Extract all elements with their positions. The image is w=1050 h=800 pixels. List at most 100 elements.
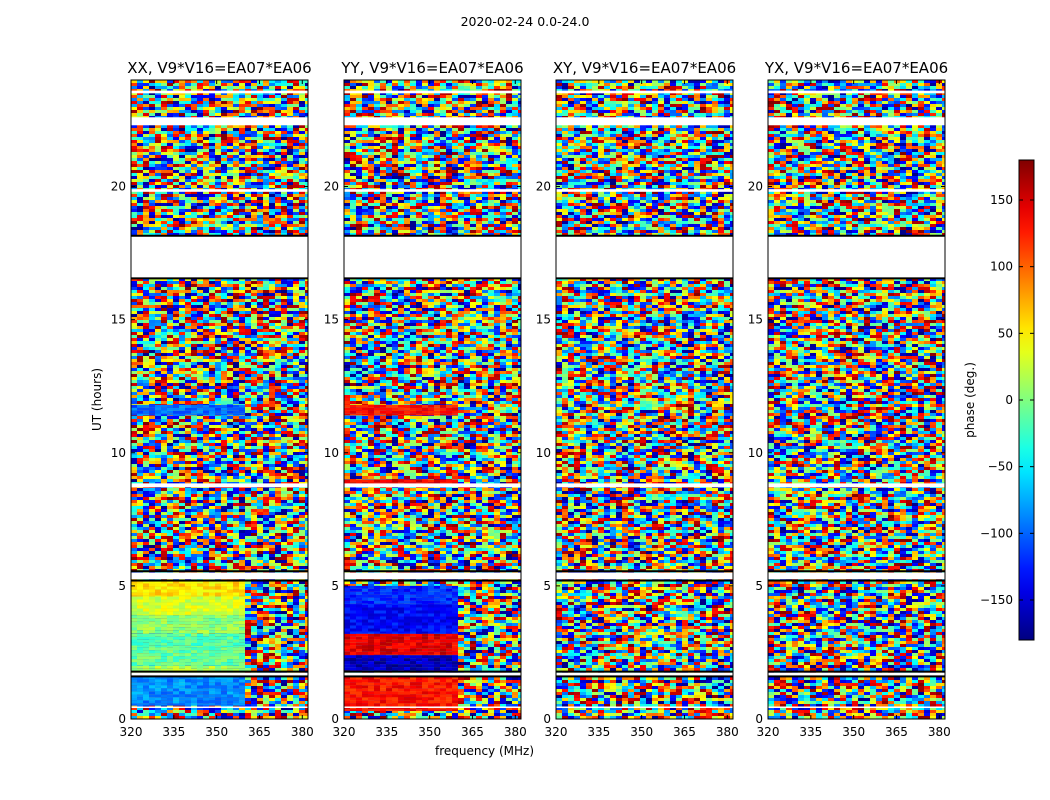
heatmap-cell	[155, 458, 161, 461]
heatmap-cell	[227, 362, 233, 365]
heatmap-cell	[305, 161, 308, 164]
heatmap-cell	[179, 227, 185, 230]
heatmap-cell	[143, 320, 149, 323]
heatmap-cell	[155, 380, 161, 383]
heatmap-cell	[197, 554, 203, 557]
heatmap-cell	[197, 380, 203, 383]
heatmap-cell	[263, 206, 269, 209]
heatmap-cell	[155, 506, 161, 509]
heatmap-cell	[149, 143, 155, 146]
heatmap-cell	[257, 527, 263, 530]
heatmap-cell	[155, 431, 161, 434]
heatmap-cell	[191, 437, 197, 440]
heatmap-cell	[245, 422, 251, 425]
heatmap-cell	[173, 293, 179, 296]
heatmap-cell	[269, 503, 275, 506]
heatmap-cell	[203, 506, 209, 509]
heatmap-cell	[155, 146, 161, 149]
heatmap-cell	[227, 371, 233, 374]
heatmap-cell	[251, 431, 257, 434]
heatmap-cell	[179, 314, 185, 317]
heatmap-cell	[209, 419, 215, 422]
heatmap-cell	[293, 446, 299, 449]
heatmap-cell	[173, 524, 179, 527]
heatmap-cell	[275, 554, 281, 557]
heatmap-cell	[233, 368, 239, 371]
heatmap-cell	[263, 131, 269, 134]
heatmap-cell	[179, 155, 185, 158]
heatmap-cell	[191, 290, 197, 293]
heatmap-cell	[215, 509, 221, 512]
heatmap-cell	[287, 395, 293, 398]
heatmap-cell	[131, 329, 137, 332]
heatmap-cell	[191, 434, 197, 437]
heatmap-cell	[287, 560, 293, 563]
heatmap-cell	[215, 128, 221, 131]
heatmap-cell	[251, 473, 257, 476]
heatmap-cell	[287, 479, 293, 482]
heatmap-cell	[287, 422, 293, 425]
heatmap-cell	[239, 113, 245, 116]
heatmap-cell	[149, 185, 155, 188]
heatmap-cell	[257, 560, 263, 563]
heatmap-cell	[281, 437, 287, 440]
heatmap-cell	[161, 401, 167, 404]
heatmap-cell	[251, 362, 257, 365]
heatmap-cell	[209, 323, 215, 326]
heatmap-cell	[275, 302, 281, 305]
heatmap-cell	[167, 368, 173, 371]
heatmap-cell	[149, 173, 155, 176]
heatmap-cell	[137, 164, 143, 167]
heatmap-cell	[185, 419, 191, 422]
heatmap-cell	[293, 317, 299, 320]
heatmap-cell	[209, 341, 215, 344]
heatmap-cell	[275, 401, 281, 404]
heatmap-cell	[179, 359, 185, 362]
heatmap-cell	[143, 518, 149, 521]
heatmap-cell	[179, 377, 185, 380]
heatmap-cell	[173, 311, 179, 314]
heatmap-cell	[191, 185, 197, 188]
heatmap-cell	[173, 506, 179, 509]
heatmap-cell	[275, 287, 281, 290]
heatmap-cell	[197, 149, 203, 152]
heatmap-cell	[215, 299, 221, 302]
heatmap-cell	[155, 176, 161, 179]
heatmap-cell	[287, 518, 293, 521]
heatmap-cell	[203, 458, 209, 461]
heatmap-cell	[239, 155, 245, 158]
heatmap-cell	[239, 473, 245, 476]
heatmap-cell	[299, 86, 305, 89]
heatmap-cell	[137, 467, 143, 470]
heatmap-cell	[203, 320, 209, 323]
heatmap-cell	[233, 356, 239, 359]
heatmap-cell	[173, 503, 179, 506]
heatmap-cell	[275, 173, 281, 176]
heatmap-cell	[293, 344, 299, 347]
heatmap-cell	[287, 527, 293, 530]
heatmap-cell	[263, 173, 269, 176]
heatmap-cell	[245, 140, 251, 143]
heatmap-cell	[179, 332, 185, 335]
heatmap-cell	[239, 302, 245, 305]
heatmap-cell	[197, 557, 203, 560]
heatmap-cell	[251, 326, 257, 329]
heatmap-cell	[281, 398, 287, 401]
heatmap-cell	[239, 461, 245, 464]
heatmap-cell	[287, 143, 293, 146]
heatmap-cell	[233, 473, 239, 476]
heatmap-cell	[227, 452, 233, 455]
heatmap-cell	[209, 467, 215, 470]
heatmap-cell	[179, 143, 185, 146]
heatmap-cell	[233, 95, 239, 98]
heatmap-cell	[275, 167, 281, 170]
heatmap-cell	[287, 542, 293, 545]
heatmap-cell	[161, 536, 167, 539]
heatmap-cell	[131, 140, 137, 143]
heatmap-cell	[305, 224, 308, 227]
heatmap-cell	[155, 296, 161, 299]
heatmap-cell	[299, 419, 305, 422]
heatmap-cell	[191, 476, 197, 479]
heatmap-cell	[287, 179, 293, 182]
heatmap-cell	[173, 389, 179, 392]
